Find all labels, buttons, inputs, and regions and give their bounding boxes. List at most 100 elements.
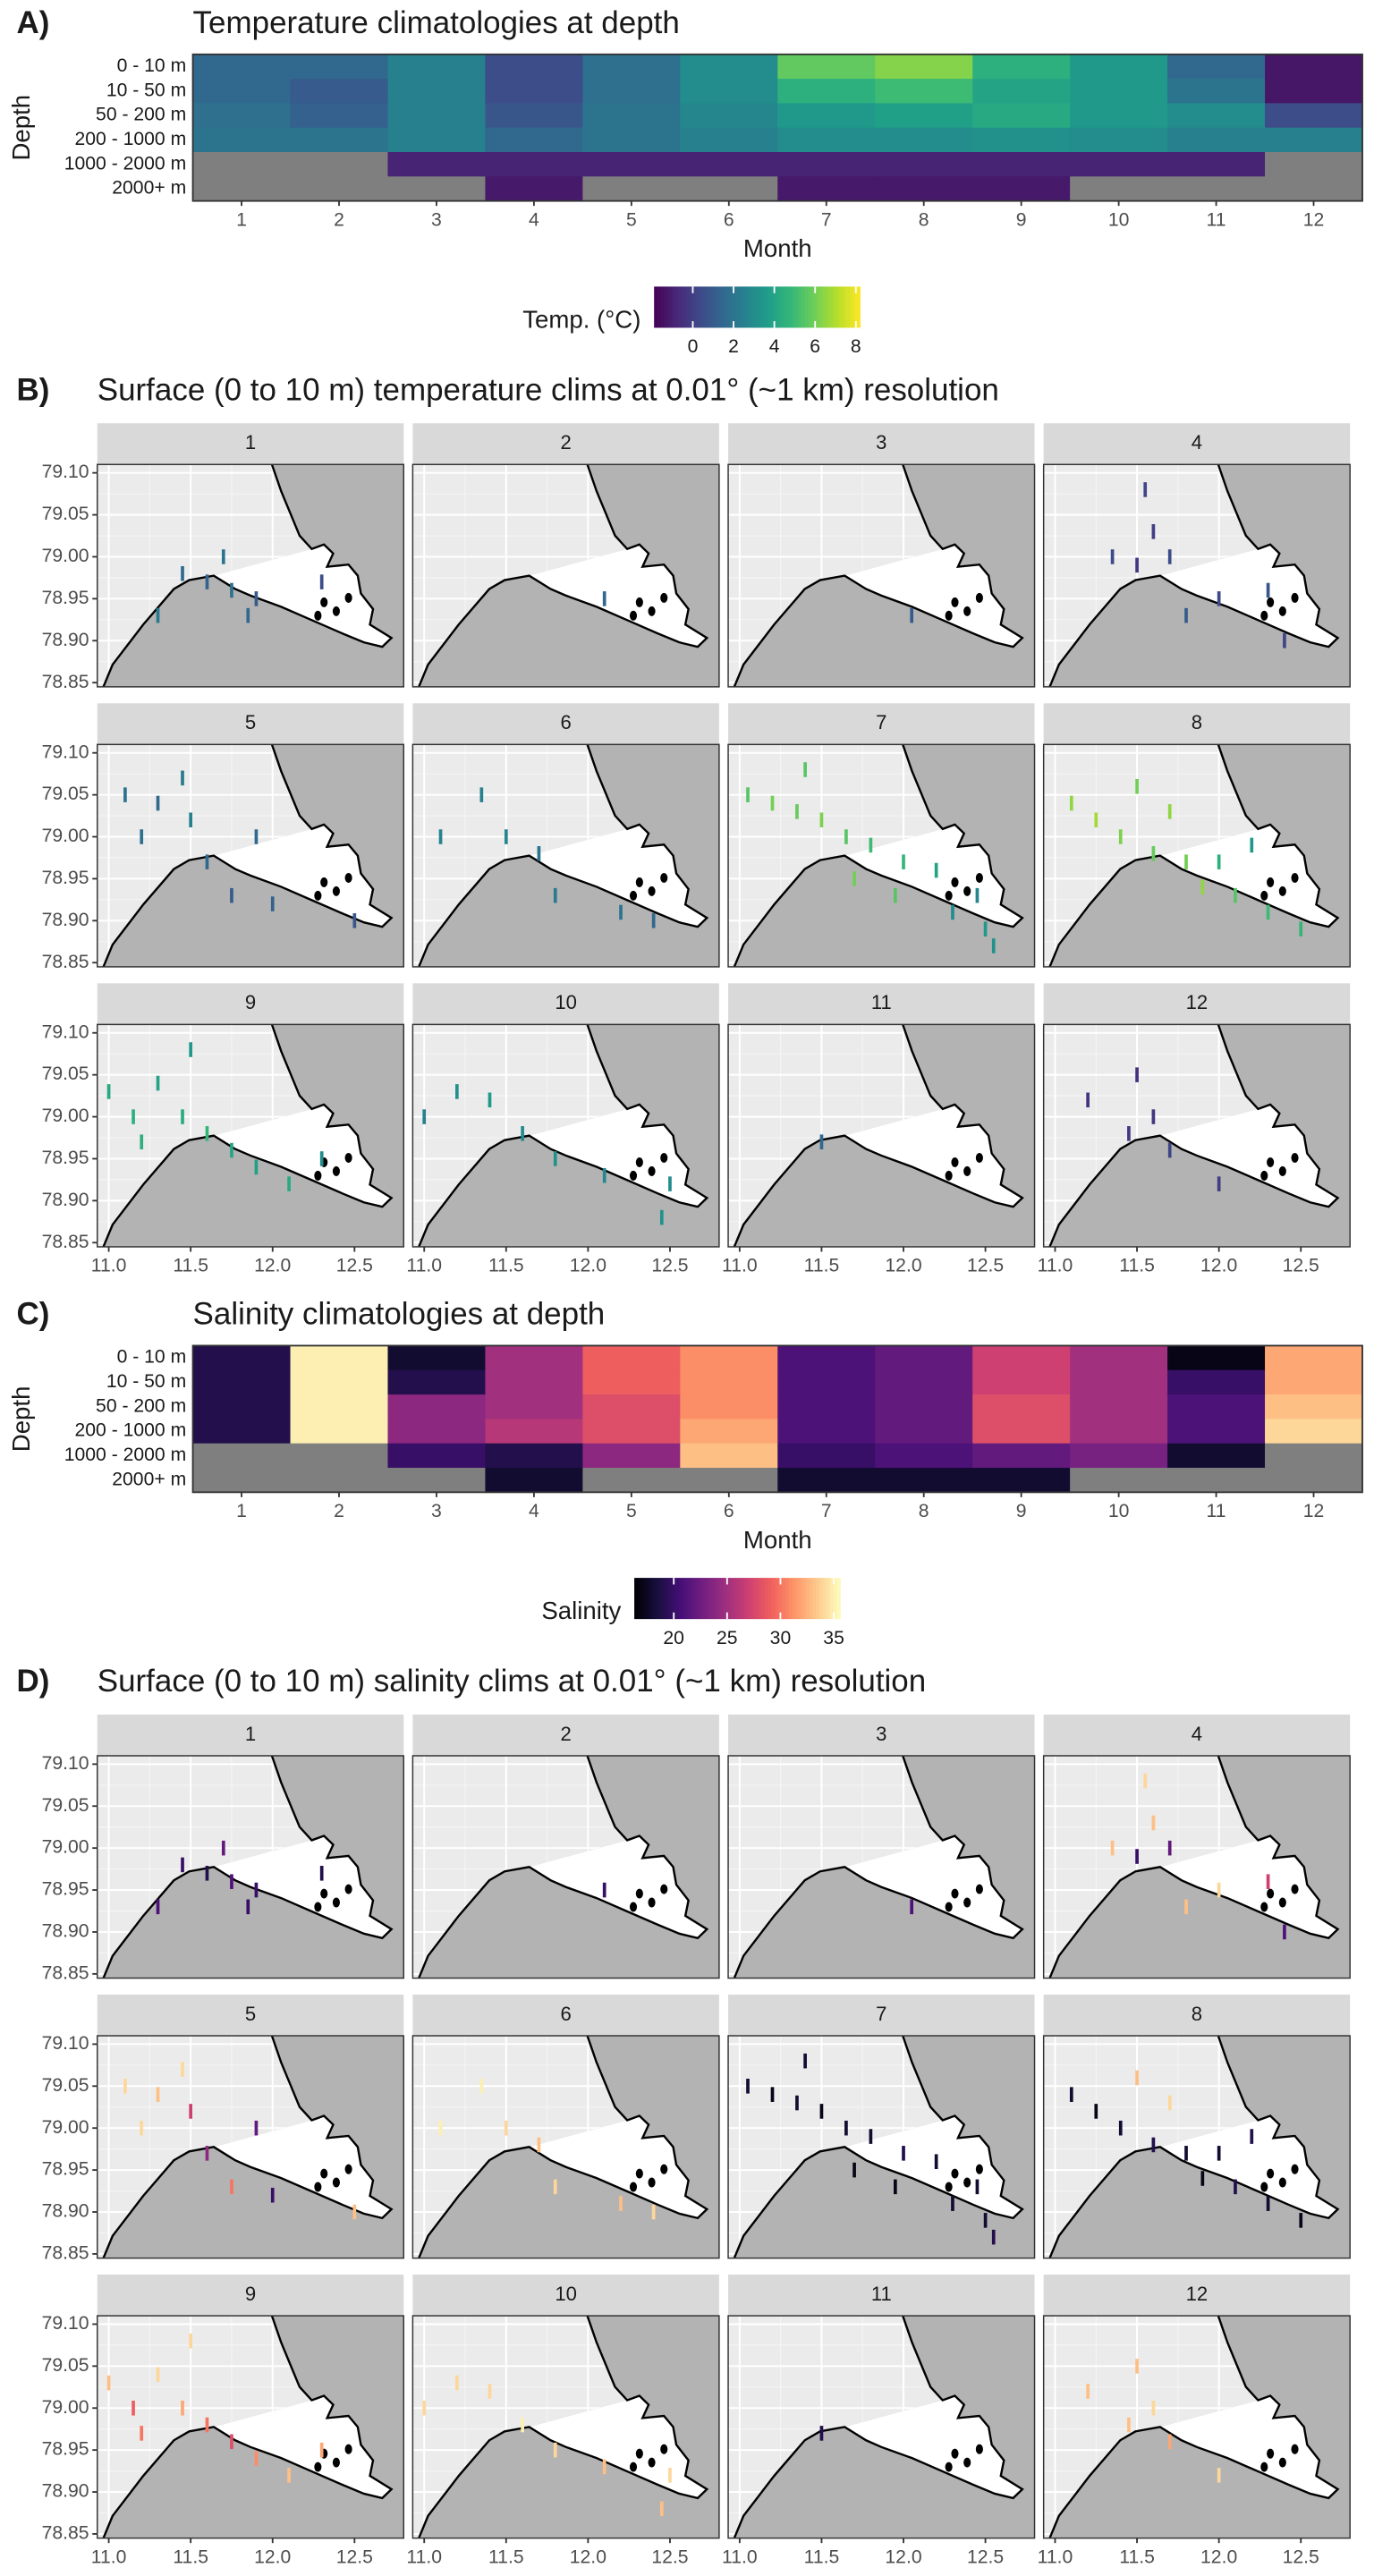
island: [945, 2462, 953, 2472]
coastline: [733, 1023, 1024, 1248]
data-cell: [438, 2120, 443, 2136]
y-tick-label: 0 - 10 m: [117, 1347, 187, 1368]
data-cell: [230, 2179, 233, 2195]
data-cell: [181, 1109, 184, 1124]
colorbar-segment: [719, 1578, 725, 1620]
colorbar-segment: [689, 1578, 693, 1620]
island: [344, 2164, 352, 2174]
coastline: [102, 1023, 394, 1248]
coastline: [1048, 1755, 1340, 1979]
data-cell: [537, 845, 541, 861]
data-cell: [319, 2442, 324, 2458]
facet-strip: [1043, 983, 1351, 1025]
heat-cell: [972, 1369, 1071, 1395]
colorbar-segment: [654, 286, 658, 328]
heat-cell: [485, 54, 584, 80]
coastline: [418, 1023, 709, 1248]
data-cell: [504, 829, 508, 844]
data-cell: [221, 549, 225, 564]
colorbar-segment: [742, 286, 748, 328]
y-tick-label: 78.95: [42, 1148, 89, 1168]
island: [1267, 2448, 1275, 2459]
data-cell: [803, 762, 807, 777]
colorbar-segment: [681, 286, 686, 328]
island: [945, 610, 953, 621]
data-cell: [319, 574, 324, 589]
x-tick-label: 11.0: [1038, 1256, 1073, 1276]
coastline: [733, 1755, 1024, 1979]
data-cell: [181, 770, 184, 786]
island: [629, 1902, 638, 1912]
heat-cell: [972, 79, 1071, 105]
heat-cell: [387, 1345, 487, 1371]
heat-cell: [1167, 1419, 1266, 1445]
na-cell: [582, 1468, 682, 1494]
colorbar-segment: [846, 286, 851, 328]
fjord-mask: [529, 1104, 708, 1208]
data-cell: [619, 904, 623, 920]
colorbar-tick-label: 0: [688, 336, 699, 357]
heat-cell: [1265, 1345, 1363, 1371]
y-tick-label: 200 - 1000 m: [75, 1420, 187, 1441]
heat-cell: [485, 127, 584, 153]
colorbar-segment: [775, 1578, 779, 1620]
island: [314, 1902, 322, 1912]
na-cell: [1070, 176, 1168, 202]
y-tick-label: 78.95: [42, 1879, 89, 1900]
facet-label: 3: [876, 431, 886, 453]
data-cell: [1167, 1142, 1172, 1158]
island: [1267, 1888, 1275, 1899]
data-cell: [983, 2213, 988, 2228]
data-cell: [140, 2426, 144, 2441]
island: [1260, 2462, 1268, 2472]
island: [314, 2462, 322, 2472]
data-cell: [1118, 2120, 1123, 2136]
panel-border: [1042, 1023, 1351, 1248]
data-cell: [1151, 1815, 1156, 1831]
coastline: [733, 463, 1024, 688]
colorbar-tick-label: 20: [663, 1628, 684, 1648]
island: [1278, 2457, 1286, 2468]
data-cell: [869, 2129, 873, 2144]
data-cell: [287, 1176, 291, 1191]
facet: 9 11.0 11.5 12.0 12.5 78.85 78.90 78.95 79.00 79.…: [42, 983, 405, 1276]
heat-cell: [1265, 1369, 1363, 1395]
facet-strip: [97, 983, 404, 1025]
data-cell: [270, 896, 275, 911]
coastline: [1048, 2035, 1340, 2259]
colorbar-segment: [665, 1578, 669, 1620]
colorbar-segment: [719, 286, 724, 328]
data-cell: [659, 2501, 664, 2517]
heat-cell: [1167, 54, 1266, 80]
facet-label: 9: [245, 2283, 256, 2305]
colorbar-segment: [717, 1578, 721, 1620]
heat-cell: [1167, 127, 1266, 153]
island: [660, 2164, 668, 2174]
na-cell: [1265, 152, 1363, 178]
island: [660, 592, 668, 603]
island: [344, 1153, 352, 1164]
y-tick-label: 79.05: [42, 2075, 89, 2096]
colorbar-title: Salinity: [541, 1597, 621, 1624]
heat-cell: [777, 127, 876, 153]
data-cell: [746, 2079, 750, 2094]
facet-strip: [728, 983, 1035, 1025]
na-cell: [387, 176, 487, 202]
x-tick-label: 11: [1207, 1501, 1226, 1521]
y-tick-label: 79.00: [42, 546, 89, 566]
island: [332, 2177, 340, 2188]
fjord-mask: [844, 2395, 1022, 2498]
x-tick-label: 5: [626, 1501, 637, 1521]
colorbar-segment: [761, 1578, 766, 1620]
x-tick-label: 2: [334, 209, 344, 230]
facet: 12 11.0 11.5 12.0 12.5: [1038, 2275, 1351, 2567]
data-cell: [352, 2204, 357, 2220]
island: [635, 597, 643, 607]
data-cell: [181, 565, 184, 581]
data-cell: [869, 837, 873, 853]
island: [648, 886, 656, 896]
colorbar-segment: [768, 1578, 773, 1620]
x-tick-label: 12.5: [967, 2546, 1004, 2567]
fjord-mask: [213, 2115, 392, 2218]
colorbar-segment: [802, 1578, 807, 1620]
